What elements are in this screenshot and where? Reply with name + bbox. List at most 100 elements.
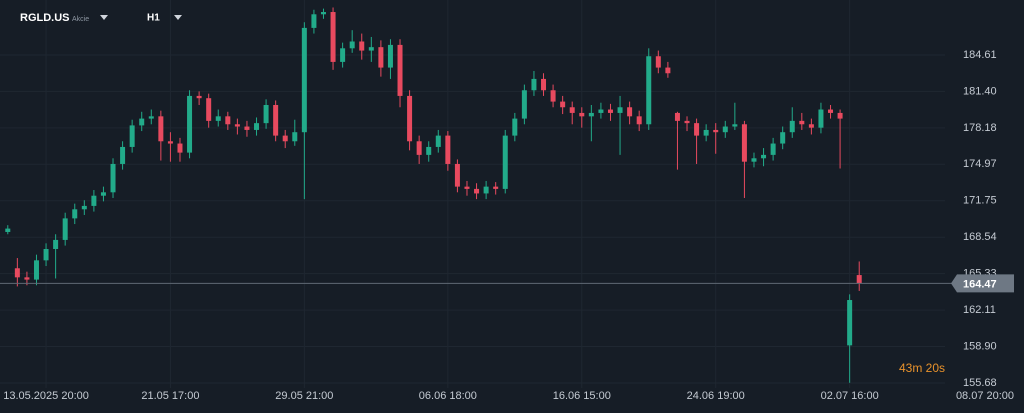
candle-body [694,123,700,136]
candle-body [579,112,585,117]
candle-body [378,47,384,68]
candle-body [521,90,527,119]
candle-body [397,44,403,96]
candle-body [483,186,489,194]
y-tick-label: 171.75 [963,195,997,207]
candle-body [53,239,59,249]
candle-body [646,56,652,125]
candle-body [598,109,604,113]
candle-body [407,95,413,142]
candle-body [799,120,805,125]
candle-body [512,118,518,136]
candle-body [359,41,365,51]
candle-body [780,132,786,144]
candle-body [301,27,307,133]
candle-body [282,135,288,142]
candle-body [607,109,613,113]
candle-body [33,260,39,280]
candle-body [340,48,346,62]
candle-body [43,248,49,261]
x-tick-label: 29.05 21:00 [275,390,333,402]
y-tick-label: 184.61 [963,49,997,61]
y-tick-label: 162.11 [963,304,996,316]
candle-body [139,118,145,126]
candle-body [426,146,432,155]
candle-body [636,116,642,125]
candle-body [148,116,154,119]
candles [5,7,862,383]
x-tick-label: 06.06 18:00 [419,390,477,402]
candle-body [62,218,68,240]
current-price-label: 164.47 [963,278,997,290]
candle-body [818,109,824,128]
candle-body [684,120,690,124]
x-tick-label: 02.07 16:00 [821,390,879,402]
candle-body [167,141,173,144]
candle-body [665,67,671,74]
candle-body [158,116,164,142]
candle-body [120,146,126,164]
candle-body [72,209,78,219]
candle-body [215,116,221,121]
candle-body [5,228,11,232]
timeframe-dropdown[interactable] [174,15,182,20]
candle-body [91,195,97,206]
timeframe[interactable]: H1 [147,13,160,24]
candle-body [502,135,508,189]
x-tick-label: 16.06 15:00 [553,390,611,402]
candle-body [435,135,441,147]
candle-body [713,129,719,133]
candle-body [789,120,795,133]
y-tick-label: 174.97 [963,158,997,170]
candle-body [244,126,250,130]
candle-body [828,109,834,113]
y-tick-label: 168.54 [963,231,997,243]
candle-body [722,126,728,133]
candle-body [292,132,298,142]
candle-body [751,158,757,162]
candle-body [445,135,451,164]
candle-body [206,98,212,121]
candle-body [254,123,260,130]
candle-body [311,14,317,28]
candle-body [100,192,106,196]
symbol-dropdown[interactable] [100,15,108,20]
candle-body [732,124,738,127]
x-tick-label: 13.05.2025 20:00 [3,390,89,402]
candle-body [416,141,422,155]
candle-body [464,186,470,189]
candle-body [531,78,537,91]
y-tick-label: 158.90 [963,340,997,352]
candle-body [368,47,374,51]
candle-body [550,90,556,102]
x-axis-end-label: 08.07 20:00 [956,390,1014,402]
candle-body [273,104,279,136]
candle-body [541,78,547,91]
candle-body [569,107,575,113]
candle-body [493,186,499,189]
candle-body [560,101,566,108]
candle-body [627,107,633,117]
symbol[interactable]: RGLD.US [20,12,70,24]
candle-body [674,112,680,121]
candle-body [234,124,240,127]
candle-body [387,44,393,68]
candle-body [330,12,336,62]
candle-body [263,104,269,124]
current-price-tag [951,274,1014,293]
candle-body [770,143,776,155]
candle-body [225,116,231,125]
candle-body [847,300,853,346]
candle-body [349,41,355,49]
countdown: 43m 20s [899,361,945,375]
candle-body [81,205,87,210]
candle-body [837,112,843,119]
candle-body [474,188,480,194]
candle-body [320,12,326,15]
candle-body [454,163,460,187]
candle-body [24,277,30,280]
instrument-type: Akcie [72,16,89,23]
x-tick-label: 24.06 19:00 [687,390,745,402]
